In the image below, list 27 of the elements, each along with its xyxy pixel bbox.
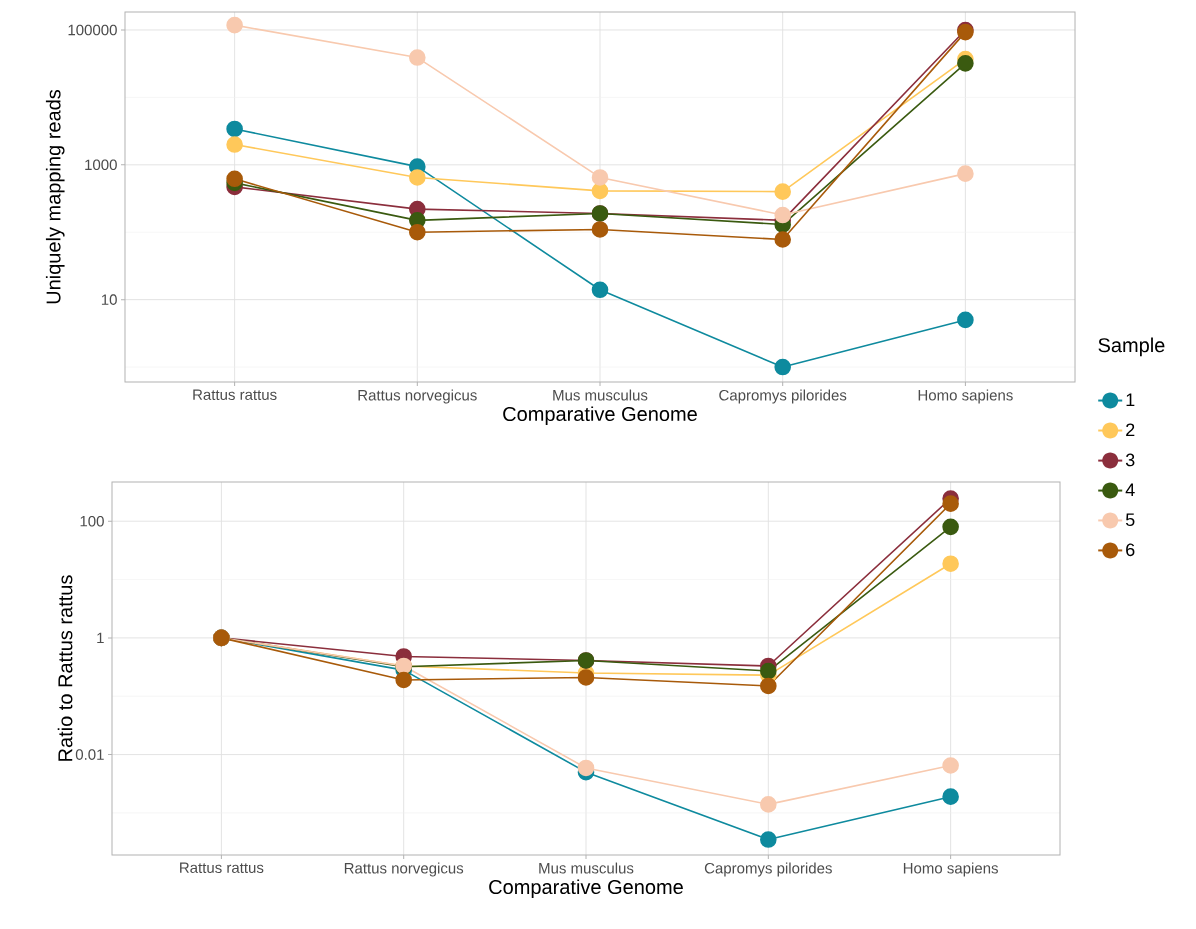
y-tick-label: 1 xyxy=(97,632,104,644)
legend-label: 3 xyxy=(1125,453,1135,467)
y-axis-title: Ratio to Rattus rattus xyxy=(57,575,73,761)
legend-label: 5 xyxy=(1125,513,1135,527)
y-tick-label: 100000 xyxy=(68,24,117,36)
x-tick-label: Mus musculus xyxy=(553,389,648,401)
x-tick-label: Capromys pilorides xyxy=(704,862,832,877)
x-axis-title: Comparative Genome xyxy=(503,406,697,426)
x-tick-label: Homo sapiens xyxy=(918,389,1013,404)
x-axis-title: Comparative Genome xyxy=(489,879,683,899)
x-tick-label: Rattus rattus xyxy=(193,389,277,400)
y-tick-label: 10 xyxy=(101,294,117,305)
y-tick-label: 100 xyxy=(80,515,104,527)
legend-label: 4 xyxy=(1125,483,1135,496)
x-tick-label: Homo sapiens xyxy=(903,862,998,877)
x-tick-label: Mus musculus xyxy=(539,862,634,874)
x-tick-label: Rattus rattus xyxy=(180,862,264,873)
x-tick-label: Rattus norvegicus xyxy=(344,862,464,877)
y-tick-label: 0.01 xyxy=(75,749,104,760)
legend-label: 2 xyxy=(1126,423,1135,437)
legend-title: Sample xyxy=(1098,337,1165,357)
x-tick-label: Rattus norvegicus xyxy=(358,389,477,404)
legend-label: 6 xyxy=(1126,543,1135,557)
legend-label: 1 xyxy=(1126,393,1135,406)
y-tick-label: 1000 xyxy=(85,159,117,171)
y-axis-title: Uniquely mapping reads xyxy=(45,89,65,304)
x-tick-label: Capromys pilorides xyxy=(719,389,847,404)
